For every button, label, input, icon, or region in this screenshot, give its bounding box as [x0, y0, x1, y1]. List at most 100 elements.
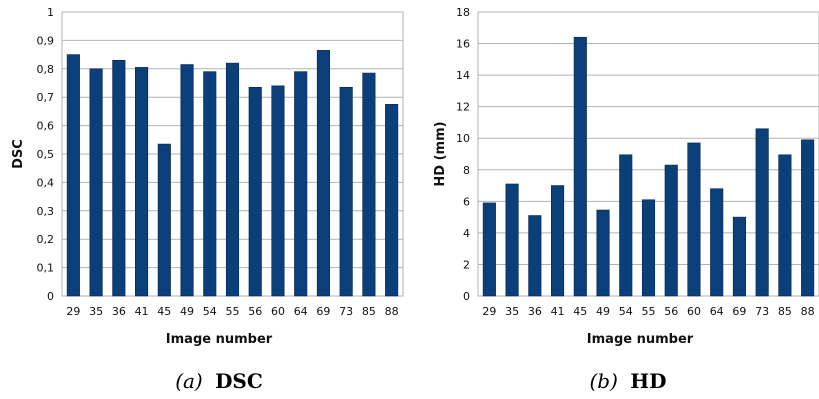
x-tick-label: 49 [596, 305, 610, 318]
y-tick-label: 0 [47, 290, 54, 303]
bar [385, 104, 399, 297]
bar [755, 128, 769, 297]
x-tick-label: 41 [551, 305, 565, 318]
x-tick-label: 85 [362, 305, 376, 318]
y-tick-label: 0,1 [37, 262, 55, 275]
bar [687, 142, 701, 297]
bar [271, 85, 285, 297]
bar [641, 199, 656, 297]
x-tick-label: 29 [482, 305, 496, 318]
x-tick-label: 85 [778, 305, 792, 318]
x-tick-label: 60 [687, 305, 701, 318]
y-tick-labels: 0 2 4 6 8 10 12 14 16 18 [456, 6, 470, 303]
bar [316, 50, 330, 297]
bar [778, 154, 792, 297]
x-tick-label: 88 [385, 305, 399, 318]
bar [66, 54, 80, 297]
y-tick-label: 16 [456, 38, 470, 51]
y-tick-label: 0,3 [37, 205, 55, 218]
bar [203, 71, 217, 297]
x-tick-label: 56 [248, 305, 262, 318]
x-tick-label: 45 [573, 305, 587, 318]
bar [362, 72, 376, 297]
bar [619, 154, 633, 297]
y-tick-label: 0,2 [37, 233, 55, 246]
bar [710, 188, 724, 297]
chart-hd: 0 2 4 6 8 10 12 14 16 18 29 35 36 41 45 49 54 55 56 60 64 69… [433, 6, 819, 393]
x-axis-title: Image number [166, 332, 273, 347]
x-tick-label: 88 [801, 305, 815, 318]
bar [505, 183, 519, 297]
y-tick-label: 8 [463, 164, 470, 177]
y-tick-label: 18 [456, 6, 470, 19]
x-tick-label: 41 [135, 305, 149, 318]
chart-dsc: 0 0,1 0,2 0,3 0,4 0,5 0,6 0,7 0,8 0,9 1 29 35 36 41 45… [11, 6, 404, 393]
y-tick-label: 14 [456, 69, 470, 82]
bar [157, 143, 171, 297]
bar [732, 216, 746, 297]
x-tick-label: 45 [157, 305, 171, 318]
x-tick-labels: 29 35 36 41 45 49 54 55 56 60 64 69 73 85 88 [66, 305, 398, 318]
x-axis-title: Image number [587, 332, 694, 347]
y-tick-label: 2 [463, 258, 470, 271]
y-tick-label: 0,4 [37, 176, 55, 189]
x-tick-label: 54 [619, 305, 633, 318]
x-tick-label: 29 [66, 305, 80, 318]
x-tick-label: 36 [112, 305, 126, 318]
caption-a: (a) DSC [175, 369, 263, 393]
bar [135, 67, 149, 297]
x-tick-label: 60 [271, 305, 285, 318]
caption-text: HD [630, 369, 666, 393]
x-tick-label: 73 [755, 305, 769, 318]
bar [596, 209, 610, 297]
caption-letter: (b) [589, 369, 617, 393]
bar [225, 62, 240, 297]
x-tick-label: 69 [316, 305, 330, 318]
x-tick-label: 55 [642, 305, 656, 318]
x-tick-label: 35 [505, 305, 519, 318]
y-tick-label: 0,8 [37, 63, 55, 76]
y-tick-label: 0,6 [37, 120, 55, 133]
y-tick-label: 1 [47, 6, 54, 19]
y-tick-label: 12 [456, 101, 470, 114]
bar [339, 86, 353, 297]
bars [66, 50, 399, 297]
x-tick-label: 55 [226, 305, 240, 318]
x-tick-label: 35 [89, 305, 103, 318]
caption-letter: (a) [175, 369, 203, 393]
y-axis-title: DSC [11, 139, 26, 169]
x-tick-label: 56 [664, 305, 678, 318]
x-tick-label: 69 [732, 305, 746, 318]
bar [664, 164, 678, 297]
bar [248, 86, 262, 297]
bar [528, 215, 542, 297]
x-tick-label: 49 [180, 305, 194, 318]
y-tick-label: 4 [463, 227, 470, 240]
x-tick-labels: 29 35 36 41 45 49 54 55 56 60 64 69 73 85 88 [482, 305, 814, 318]
x-tick-label: 73 [339, 305, 353, 318]
x-tick-label: 36 [528, 305, 542, 318]
bar [551, 185, 565, 297]
x-tick-label: 64 [710, 305, 724, 318]
x-tick-label: 54 [203, 305, 217, 318]
y-tick-labels: 0 0,1 0,2 0,3 0,4 0,5 0,6 0,7 0,8 0,9 1 [37, 6, 55, 303]
bar [112, 59, 126, 297]
y-axis-title: HD (mm) [433, 121, 448, 186]
y-tick-label: 0,5 [37, 148, 55, 161]
y-tick-label: 0 [463, 290, 470, 303]
bar [573, 36, 587, 297]
caption-text: DSC [215, 369, 263, 393]
y-tick-label: 0,7 [37, 91, 55, 104]
bar [294, 71, 308, 297]
bar [482, 202, 496, 297]
y-tick-label: 6 [463, 195, 470, 208]
bars [482, 36, 815, 297]
bar [180, 64, 194, 297]
bar [801, 139, 815, 297]
y-tick-label: 0,9 [37, 34, 55, 47]
caption-b: (b) HD [589, 369, 666, 393]
bar [89, 68, 103, 297]
x-tick-label: 64 [294, 305, 308, 318]
y-tick-label: 10 [456, 132, 470, 145]
